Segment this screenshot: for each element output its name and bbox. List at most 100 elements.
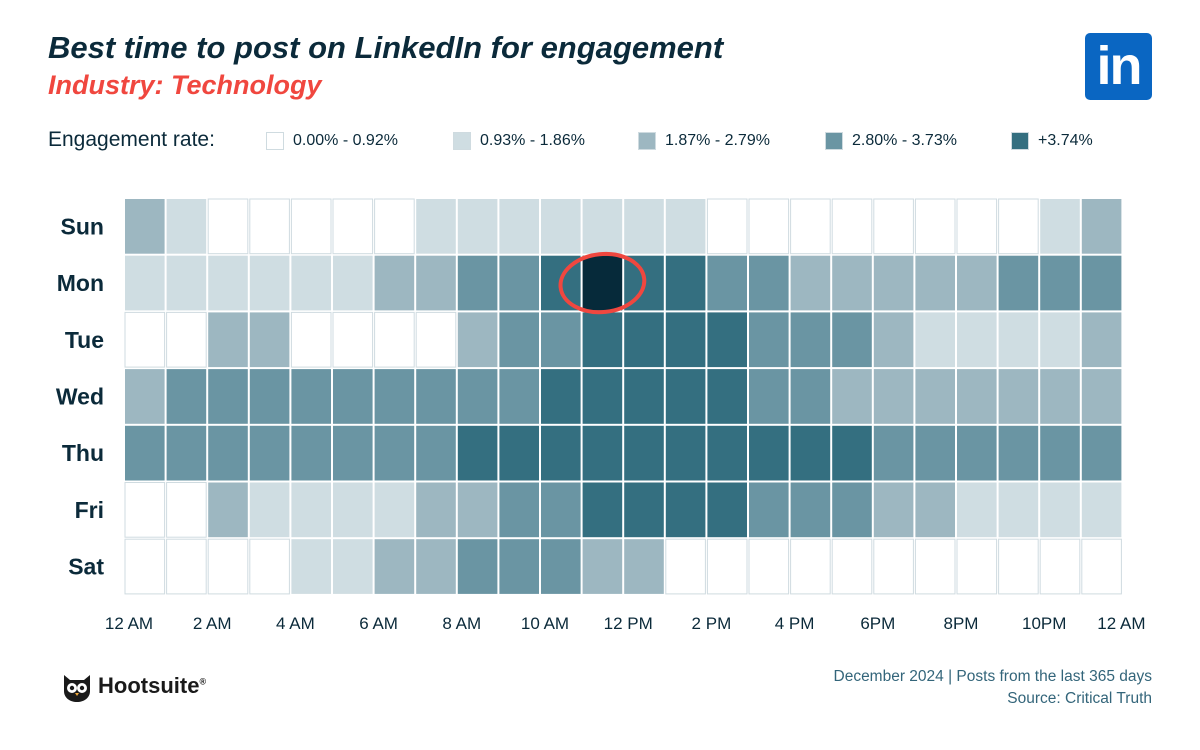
heatmap-cell-wed-9: [499, 369, 539, 424]
heatmap-cell-wed-21: [998, 369, 1039, 424]
legend-swatch-1: [453, 132, 471, 150]
heatmap-cell-tue-9: [499, 312, 539, 368]
date-note: December 2024 | Posts from the last 365 …: [833, 668, 1153, 685]
legend-text-4: +3.74%: [1038, 132, 1093, 149]
heatmap-cell-sun-2: [207, 198, 249, 255]
legend-swatch-0: [266, 132, 284, 150]
heatmap-cell-fri-23: [1081, 482, 1122, 538]
heatmap-cell-wed-20: [957, 369, 997, 424]
legend-text-1: 0.93% - 1.86%: [480, 132, 585, 149]
source-note: Source: Critical Truth: [1007, 690, 1152, 707]
heatmap-cell-tue-23: [1081, 312, 1122, 368]
heatmap-cell-mon-21: [998, 255, 1039, 311]
heatmap-cell-thu-7: [416, 425, 456, 481]
heatmap-cell-sun-1: [166, 199, 207, 254]
heatmap-cell-sat-16: [790, 538, 831, 595]
heatmap-cell-thu-6: [374, 425, 415, 481]
heatmap-cell-wed-16: [790, 369, 831, 424]
heatmap-cell-sat-1: [166, 538, 207, 595]
heatmap-cell-thu-8: [457, 425, 498, 481]
heatmap-cell-tue-13: [665, 312, 706, 368]
heatmap-cell-mon-5: [333, 255, 373, 311]
heatmap-cell-tue-16: [790, 312, 831, 368]
heatmap-cell-sun-17: [831, 198, 873, 255]
heatmap-cell-thu-13: [665, 425, 706, 481]
heatmap-cell-mon-17: [832, 255, 872, 311]
row-label-tue: Tue: [65, 327, 104, 353]
heatmap-cell-fri-10: [541, 482, 581, 538]
heatmap-cell-sun-10: [541, 199, 581, 254]
heatmap-cell-wed-19: [915, 369, 955, 424]
heatmap-cell-tue-5: [332, 311, 374, 368]
heatmap-cell-sat-18: [873, 538, 914, 595]
heatmap-cell-sun-21: [998, 198, 1039, 255]
heatmap-cell-fri-2: [208, 482, 248, 538]
heatmap-cell-thu-5: [333, 425, 373, 481]
heatmap-cell-sun-6: [374, 198, 415, 255]
heatmap-cell-sat-9: [499, 539, 539, 594]
heatmap-cell-thu-9: [499, 425, 539, 481]
heatmap-cell-tue-19: [915, 312, 955, 368]
row-label-fri: Fri: [75, 497, 104, 523]
x-tick-label: 4 PM: [775, 614, 815, 633]
heatmap-cell-mon-13: [665, 255, 706, 311]
heatmap-cell-mon-11: [582, 255, 623, 311]
heatmap-cell-tue-17: [832, 312, 872, 368]
heatmap-cell-thu-12: [624, 425, 664, 481]
heatmap-cell-wed-7: [416, 369, 456, 424]
heatmap-cell-tue-4: [290, 311, 332, 368]
x-tick-label: 2 PM: [692, 614, 732, 633]
heatmap-cell-tue-22: [1040, 312, 1080, 368]
x-tick-label: 8PM: [944, 614, 979, 633]
heatmap-cell-thu-17: [832, 425, 872, 481]
heatmap-cell-tue-7: [415, 311, 457, 368]
heatmap-cell-fri-8: [457, 482, 498, 538]
legend-item-4: +3.74%: [1011, 132, 1093, 150]
heatmap-cell-fri-12: [624, 482, 664, 538]
heatmap-cell-mon-4: [291, 255, 331, 311]
legend-label: Engagement rate:: [48, 128, 215, 151]
heatmap-cell-thu-20: [957, 425, 997, 481]
heatmap-cell-sun-9: [499, 199, 539, 254]
heatmap-cell-thu-16: [790, 425, 831, 481]
x-tick-label: 8 AM: [442, 614, 481, 633]
row-label-thu: Thu: [62, 440, 104, 466]
heatmap-cell-thu-1: [166, 425, 207, 481]
heatmap-cell-wed-4: [291, 369, 331, 424]
heatmap-cell-mon-15: [749, 255, 789, 311]
x-tick-label: 12 PM: [604, 614, 653, 633]
x-tick-label: 10 AM: [521, 614, 569, 633]
heatmap-cell-sat-20: [956, 538, 998, 595]
heatmap-cell-wed-15: [749, 369, 789, 424]
heatmap-cell-fri-1: [166, 482, 207, 538]
heatmap-cell-sun-0: [125, 199, 165, 254]
heatmap-cell-sat-22: [1039, 538, 1081, 595]
heatmap-cell-mon-14: [707, 255, 747, 311]
heatmap-cell-thu-11: [582, 425, 623, 481]
heatmap-cell-sat-11: [582, 539, 623, 594]
heatmap-cell-sat-5: [333, 539, 373, 594]
heatmap-cell-sat-15: [748, 538, 790, 595]
heatmap-cell-tue-12: [624, 312, 664, 368]
heatmap-cell-fri-18: [873, 482, 914, 538]
heatmap-cell-tue-10: [541, 312, 581, 368]
heatmap-cell-tue-0: [124, 311, 166, 368]
heatmap-cell-tue-18: [873, 312, 914, 368]
heatmap-cell-tue-11: [582, 312, 623, 368]
heatmap-cell-sun-8: [457, 199, 498, 254]
heatmap-cell-tue-20: [957, 312, 997, 368]
heatmap-cell-mon-18: [873, 255, 914, 311]
x-tick-label: 12 AM: [1097, 614, 1145, 633]
heatmap-cell-sat-14: [706, 538, 748, 595]
heatmap-cell-sat-19: [914, 538, 956, 595]
legend-item-1: 0.93% - 1.86%: [453, 132, 585, 150]
heatmap-cell-fri-17: [832, 482, 872, 538]
heatmap-cell-wed-11: [582, 369, 623, 424]
heatmap-cell-sun-15: [748, 198, 790, 255]
heatmap-cell-mon-0: [125, 255, 165, 311]
heatmap-cell-mon-9: [499, 255, 539, 311]
row-label-mon: Mon: [57, 270, 104, 296]
heatmap-cell-fri-0: [124, 482, 166, 538]
heatmap-cell-sun-12: [624, 199, 664, 254]
